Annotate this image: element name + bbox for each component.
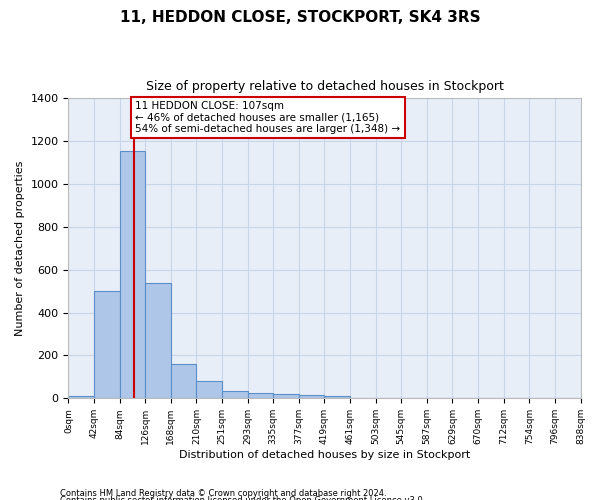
Bar xyxy=(119,151,145,398)
Text: 11, HEDDON CLOSE, STOCKPORT, SK4 3RS: 11, HEDDON CLOSE, STOCKPORT, SK4 3RS xyxy=(119,10,481,25)
Bar xyxy=(248,392,273,398)
Text: Contains public sector information licensed under the Open Government Licence v3: Contains public sector information licen… xyxy=(60,496,425,500)
Bar xyxy=(68,396,94,398)
Bar xyxy=(222,391,248,398)
Text: 11 HEDDON CLOSE: 107sqm
← 46% of detached houses are smaller (1,165)
54% of semi: 11 HEDDON CLOSE: 107sqm ← 46% of detache… xyxy=(136,101,401,134)
X-axis label: Distribution of detached houses by size in Stockport: Distribution of detached houses by size … xyxy=(179,450,470,460)
Bar xyxy=(299,395,325,398)
Bar xyxy=(273,394,299,398)
Bar xyxy=(145,282,171,399)
Text: Contains HM Land Registry data © Crown copyright and database right 2024.: Contains HM Land Registry data © Crown c… xyxy=(60,488,386,498)
Bar xyxy=(325,396,350,398)
Bar xyxy=(171,364,196,398)
Bar xyxy=(196,381,222,398)
Y-axis label: Number of detached properties: Number of detached properties xyxy=(15,160,25,336)
Bar xyxy=(94,291,119,399)
Title: Size of property relative to detached houses in Stockport: Size of property relative to detached ho… xyxy=(146,80,503,93)
